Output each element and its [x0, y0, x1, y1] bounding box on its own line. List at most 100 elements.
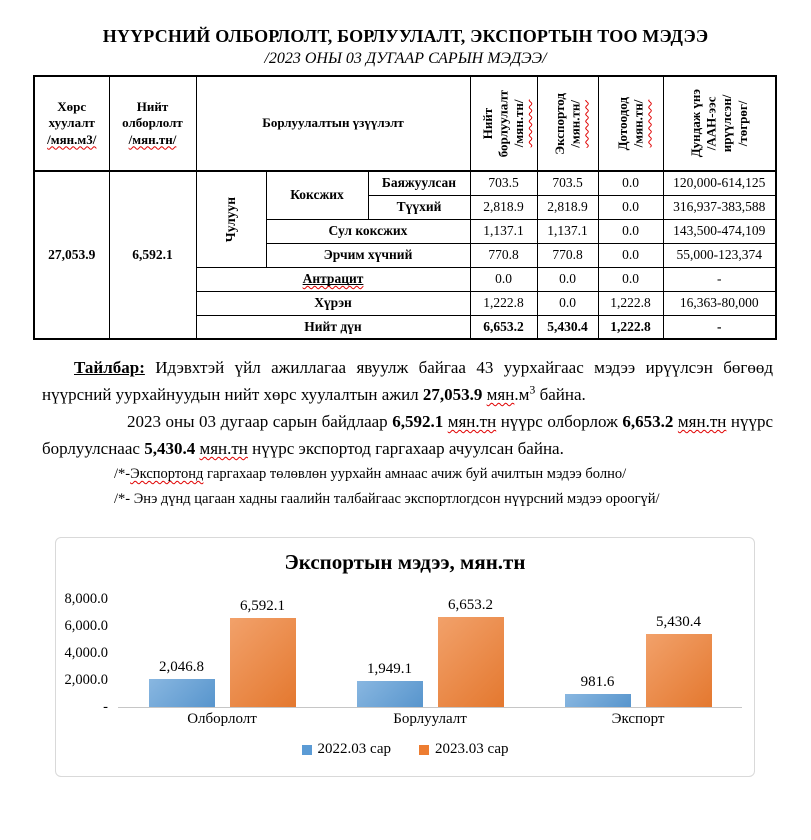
value-cell: 143,500-474,109: [662, 218, 777, 244]
y-tick-label: 2,000.0: [64, 672, 109, 688]
value-cell: 55,000-123,374: [662, 242, 777, 268]
y-tick-label: -: [103, 699, 108, 715]
footnote-1: /*-Экспортонд гаргахаар төлөвлөн уурхайн…: [114, 466, 627, 482]
value-cell: 316,937-383,588: [662, 194, 777, 220]
value-cell: 0.0: [597, 218, 664, 244]
chart-legend: 2022.03 сар 2023.03 сар: [56, 741, 754, 758]
value-cell: 0.0: [597, 170, 664, 196]
bar: [564, 694, 631, 707]
header-domestic-text: Дотоодод/мян.тн/: [614, 96, 646, 151]
value-cell: 0.0: [536, 290, 599, 316]
bar: [356, 681, 423, 707]
table-row: Түүхий 2,818.9 2,818.9 0.0 316,937-383,5…: [34, 194, 777, 220]
value-cell: 0.0: [536, 266, 599, 292]
notes-paragraph-2: 2023 оны 03 дугаар сарын байдлаар 6,592.…: [42, 412, 774, 458]
footnote-2: /*- Энэ дүнд цагаан хадны гаалийн талбай…: [114, 491, 660, 507]
soil-total-cell: 27,053.9: [33, 170, 110, 340]
table-row: 27,053.9 6,592.1 Чулуун Коксжих Баяжуулс…: [33, 170, 777, 340]
x-category-label: Экспорт: [611, 711, 665, 727]
value-cell: 1,222.8: [469, 290, 538, 316]
value-cell: 0.0: [597, 194, 664, 220]
header-total-sales: Нийт борлуулалт/мян.тн/: [469, 75, 538, 172]
bar-2022.03-сар: 1,949.1: [356, 599, 423, 707]
bar-group: 2,046.8 6,592.1: [118, 598, 326, 707]
value-cell: 1,137.1: [469, 218, 538, 244]
value-cell: 1,222.8: [597, 290, 664, 316]
y-tick-label: 6,000.0: [64, 618, 109, 634]
value-cell: 1,137.1: [536, 218, 599, 244]
row-label: Эрчим хүчний: [265, 242, 471, 268]
header-avg-price: Дундаж үнэ/ААН-ээс ирүүлсэн//төгрөг/: [662, 75, 777, 172]
chart-plot-row: 8,000.0 6,000.0 4,000.0 2,000.0 - 2,046.8 6,5…: [56, 591, 754, 715]
mining-total-cell: 6,592.1: [108, 170, 197, 340]
value-cell: 770.8: [536, 242, 599, 268]
chart-x-axis: Олборлолт Борлуулалт Экспорт: [118, 711, 742, 728]
bar-value-label: 981.6: [580, 674, 615, 690]
bar-value-label: 6,653.2: [448, 597, 493, 613]
value-cell: 770.8: [469, 242, 538, 268]
bar-2023.03-сар: 6,653.2: [437, 597, 504, 707]
bar-value-label: 2,046.8: [159, 659, 204, 675]
bar-2023.03-сар: 6,592.1: [229, 598, 296, 707]
bar-2023.03-сар: 5,430.4: [645, 599, 712, 707]
table-row: Антрацит 0.0 0.0 0.0 -: [34, 266, 777, 292]
legend-swatch: [301, 744, 312, 755]
row-label: Антрацит: [195, 266, 471, 292]
bar: [148, 679, 215, 707]
value-cell: 2,818.9: [469, 194, 538, 220]
legend-item: 2022.03 сар: [301, 741, 392, 758]
value-cell: -: [662, 314, 777, 340]
row-label: Баяжуулсан: [367, 170, 471, 196]
table-row: Сул коксжих 1,137.1 1,137.1 0.0 143,500-…: [34, 218, 777, 244]
report-page: НҮҮРСНИЙ ОЛБОРЛОЛТ, БОРЛУУЛАЛТ, ЭКСПОРТЫ…: [0, 26, 811, 840]
bar-group: 981.6 5,430.4: [534, 599, 742, 707]
bar-2022.03-сар: 981.6: [564, 599, 631, 707]
chart-y-axis: 8,000.0 6,000.0 4,000.0 2,000.0 -: [56, 591, 114, 715]
value-cell: 16,363-80,000: [662, 290, 777, 316]
x-category-label: Борлуулалт: [393, 711, 467, 727]
legend-label: 2022.03 сар: [317, 741, 392, 757]
chart-plot-area: 2,046.8 6,592.1 1,949.1 6,653.2 981.6 5,430.4: [118, 597, 742, 708]
value-cell: 0.0: [597, 242, 664, 268]
table-row: Эрчим хүчний 770.8 770.8 0.0 55,000-123,…: [34, 242, 777, 268]
value-cell: 6,653.2: [469, 314, 538, 340]
row-label: Нийт дүн: [195, 314, 471, 340]
export-chart: Экспортын мэдээ, мян.тн 8,000.0 6,000.0 4,…: [55, 537, 755, 777]
coal-class-text: Чулуун: [222, 196, 238, 242]
page-title: НҮҮРСНИЙ ОЛБОРЛОЛТ, БОРЛУУЛАЛТ, ЭКСПОРТЫ…: [102, 26, 709, 46]
notes-paragraph-1: Тайлбар: Идэвхтэй үйл ажиллагаа явуулж б…: [42, 358, 773, 404]
bar-group: 1,949.1 6,653.2: [326, 597, 534, 707]
row-label: Сул коксжих: [265, 218, 471, 244]
value-cell: 703.5: [536, 170, 599, 196]
value-cell: 5,430.4: [536, 314, 599, 340]
value-cell: 1,222.8: [597, 314, 664, 340]
y-tick-label: 4,000.0: [64, 645, 109, 661]
bar: [645, 634, 712, 707]
header-total-mining: Нийт олборлолт/мян.тн/: [108, 75, 197, 172]
x-category-label: Олборлолт: [187, 711, 257, 727]
value-cell: 2,818.9: [536, 194, 599, 220]
row-label: Түүхий: [367, 194, 471, 220]
row-group-label: Коксжих: [265, 170, 369, 220]
value-cell: 0.0: [469, 266, 538, 292]
coal-class-cell: Чулуун: [195, 170, 267, 268]
value-cell: -: [662, 266, 777, 292]
row-label: Хүрэн: [195, 290, 471, 316]
value-cell: 703.5: [469, 170, 538, 196]
legend-label: 2023.03 сар: [435, 741, 509, 757]
legend-item: 2023.03 сар: [419, 741, 509, 758]
page-subtitle: /2023 ОНЫ 03 ДУГААР САРЫН МЭДЭЭ/: [264, 50, 547, 67]
header-soil-stripping: Хөрс хуулалт/мян.м3/: [33, 75, 110, 172]
coal-stats-table: Хөрс хуулалт/мян.м3/ Нийт олборлолт/мян.тн…: [33, 75, 777, 340]
bar: [229, 618, 296, 707]
chart-title: Экспортын мэдээ, мян.тн: [284, 550, 526, 574]
bar-2022.03-сар: 2,046.8: [148, 599, 215, 707]
bar-value-label: 6,592.1: [240, 598, 285, 614]
header-sales-indicator: Борлуулалтын үзүүлэлт: [195, 75, 471, 172]
bar-value-label: 1,949.1: [367, 661, 412, 677]
header-total-sales-text: Нийт борлуулалт/мян.тн/: [480, 89, 527, 158]
notes-section: Тайлбар: Идэвхтэй үйл ажиллагаа явуулж б…: [42, 354, 773, 512]
header-export-text: Экспортод/мян.тн/: [551, 92, 583, 155]
value-cell: 120,000-614,125: [662, 170, 777, 196]
header-export: Экспортод/мян.тн/: [536, 75, 599, 172]
